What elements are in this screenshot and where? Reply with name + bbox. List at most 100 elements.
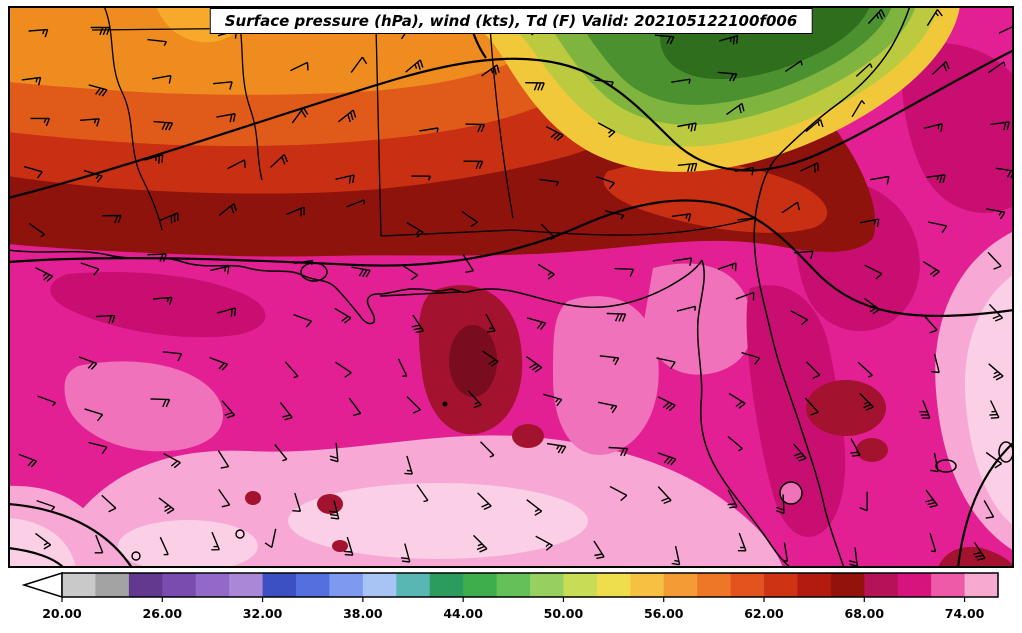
wind-barb bbox=[84, 408, 104, 422]
wind-barb bbox=[805, 361, 821, 380]
wind-barb bbox=[210, 265, 230, 275]
island-outline bbox=[935, 459, 957, 473]
wind-barb bbox=[406, 221, 424, 238]
wind-barb bbox=[671, 78, 691, 84]
colorbar-under-arrow bbox=[21, 572, 63, 599]
wind-barb bbox=[290, 61, 309, 72]
wind-barb bbox=[346, 199, 365, 208]
isobar-contour bbox=[8, 546, 65, 568]
wind-barbs-layer bbox=[18, 6, 1014, 567]
colorbar-segments bbox=[62, 573, 999, 597]
colorbar-segment bbox=[496, 573, 531, 597]
wind-barb bbox=[596, 176, 615, 190]
wind-barb bbox=[419, 127, 439, 133]
wind-barb bbox=[863, 297, 881, 315]
wind-barb bbox=[926, 9, 943, 26]
wind-barb bbox=[794, 250, 814, 260]
wind-barb bbox=[94, 534, 104, 554]
wind-barb bbox=[337, 109, 357, 123]
colorbar-tick-label: 74.00 bbox=[945, 606, 985, 621]
colorbar-tick-label: 68.00 bbox=[845, 606, 885, 621]
wind-barb bbox=[671, 213, 692, 222]
wind-barb bbox=[37, 395, 57, 407]
wind-barb bbox=[152, 74, 172, 84]
wind-barb bbox=[163, 452, 181, 469]
wind-barb bbox=[734, 166, 755, 176]
wind-barb bbox=[855, 63, 873, 77]
station-marks bbox=[131, 401, 448, 561]
wind-barb bbox=[609, 485, 628, 502]
colorbar-tick-label: 26.00 bbox=[143, 606, 183, 621]
plot-title-text: Surface pressure (hPa), wind (kts), Td (… bbox=[224, 12, 798, 30]
wind-barb bbox=[36, 499, 56, 511]
wind-barb bbox=[80, 118, 100, 127]
wind-barb bbox=[158, 497, 175, 515]
coastline-florida-east bbox=[753, 154, 845, 568]
wind-barb bbox=[800, 162, 819, 173]
calm-wind-circle bbox=[235, 529, 245, 539]
colorbar-segment bbox=[128, 573, 163, 597]
wind-barb bbox=[776, 494, 785, 515]
wind-barb bbox=[30, 117, 51, 127]
wind-barb bbox=[931, 353, 940, 374]
wind-barb bbox=[270, 153, 288, 168]
wind-barb bbox=[284, 361, 299, 379]
wind-barb bbox=[463, 160, 484, 169]
isobar-contour bbox=[8, 502, 133, 568]
river-line bbox=[103, 6, 163, 231]
wind-barb bbox=[264, 528, 277, 548]
colorbar-segment bbox=[663, 573, 698, 597]
wind-barb bbox=[990, 121, 1010, 131]
plot-title: Surface pressure (hPa), wind (kts), Td (… bbox=[209, 8, 813, 34]
wind-barb bbox=[737, 532, 747, 552]
wind-barb bbox=[677, 122, 697, 132]
wind-barb bbox=[213, 81, 233, 90]
wind-barb bbox=[925, 489, 938, 508]
wind-barb bbox=[537, 263, 555, 280]
map-canvas bbox=[8, 6, 1014, 568]
colorbar-tick-label: 62.00 bbox=[744, 606, 784, 621]
lake-pontchartrain-outline bbox=[300, 262, 328, 282]
colorbar-segment bbox=[195, 573, 230, 597]
wind-barb bbox=[859, 218, 880, 228]
wind-barb bbox=[676, 305, 697, 312]
state-border bbox=[380, 217, 757, 237]
td-fill-maroon-blob-1 bbox=[512, 424, 544, 448]
td-fill-maroon-blob-4 bbox=[332, 540, 348, 552]
wind-barb bbox=[291, 107, 309, 124]
isobar-contour bbox=[8, 199, 1014, 318]
td-fill-maroon-gulf-core bbox=[449, 325, 497, 397]
colorbar-segment bbox=[630, 573, 665, 597]
wind-barb bbox=[741, 351, 761, 365]
wind-barb bbox=[480, 441, 495, 458]
wind-barb bbox=[401, 264, 419, 281]
map-border bbox=[8, 6, 1014, 568]
wind-barb bbox=[209, 356, 229, 371]
wind-barb bbox=[95, 314, 116, 324]
td-fill-pink-west-gulf bbox=[64, 361, 223, 452]
wind-barb bbox=[605, 210, 625, 220]
lake-okeechobee-outline bbox=[779, 481, 803, 505]
isobar-contour bbox=[956, 441, 1014, 568]
barrier-island-line bbox=[379, 291, 461, 297]
colorbar-segment bbox=[596, 573, 631, 597]
colorbar-segment bbox=[296, 573, 331, 597]
wind-barb bbox=[672, 257, 693, 266]
colorbar-ticks: 20.00 26.00 32.00 38.00 44.00 50.00 56.00 62.00… bbox=[42, 597, 985, 621]
wind-barb bbox=[728, 392, 746, 409]
wind-barb bbox=[411, 175, 431, 181]
coastline-gulf bbox=[8, 249, 703, 325]
wind-barb bbox=[18, 453, 38, 468]
colorbar-segment bbox=[162, 573, 197, 597]
wind-barb bbox=[973, 542, 986, 561]
wind-barb bbox=[784, 60, 803, 72]
wind-barb bbox=[335, 361, 352, 378]
wind-barb bbox=[790, 310, 808, 326]
wind-barb bbox=[147, 38, 168, 47]
wind-barb bbox=[983, 500, 995, 519]
wind-barb bbox=[279, 402, 293, 421]
wind-barb bbox=[477, 492, 492, 511]
wind-barb bbox=[985, 208, 1006, 220]
colorbar-segment bbox=[429, 573, 464, 597]
wind-barb bbox=[923, 315, 938, 334]
